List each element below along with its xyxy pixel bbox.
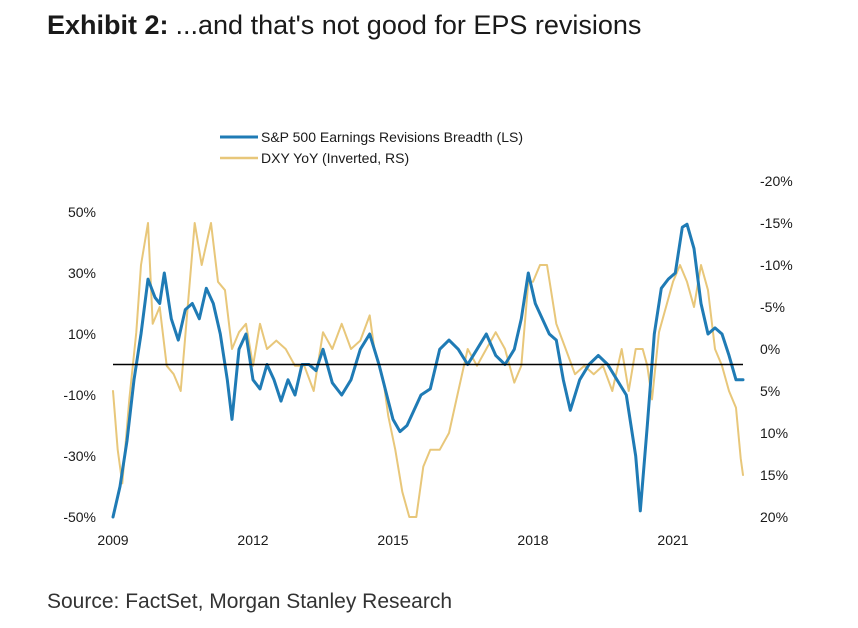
left-axis-tick-label: -50% [63, 509, 96, 525]
right-axis-tick-label: 15% [760, 467, 788, 483]
source-note: Source: FactSet, Morgan Stanley Research [47, 590, 453, 613]
x-axis-tick-label: 2018 [517, 532, 548, 548]
right-axis-tick-label: 5% [760, 383, 780, 399]
x-axis-tick-label: 2015 [377, 532, 408, 548]
breadth-series-line [111, 222, 745, 519]
left-axis-tick-label: 50% [68, 204, 96, 220]
x-axis: 2009 2012 2015 2018 2021 [97, 532, 688, 548]
left-axis-tick-label: 30% [68, 265, 96, 281]
left-axis-tick-label: 10% [68, 326, 96, 342]
left-axis-tick-label: -30% [63, 448, 96, 464]
dxy-series-line [112, 222, 744, 518]
right-axis-tick-label: 0% [760, 341, 780, 357]
x-axis-tick-label: 2012 [237, 532, 268, 548]
left-axis: 50% 30% 10% -10% -30% -50% [63, 204, 96, 525]
x-axis-tick-label: 2009 [97, 532, 128, 548]
right-axis-tick-label: -5% [760, 299, 785, 315]
legend-label: S&P 500 Earnings Revisions Breadth (LS) [261, 129, 523, 145]
right-axis-tick-label: -10% [760, 257, 793, 273]
title-text: ...and that's not good for EPS revisions [175, 10, 642, 40]
title-exhibit-label: Exhibit 2: [47, 10, 169, 40]
legend-label: DXY YoY (Inverted, RS) [261, 150, 409, 166]
legend: S&P 500 Earnings Revisions Breadth (LS) D… [220, 129, 523, 166]
legend-item-dxy: DXY YoY (Inverted, RS) [220, 150, 409, 166]
right-axis-tick-label: 20% [760, 509, 788, 525]
right-axis-tick-label: -20% [760, 173, 793, 189]
chart-title: Exhibit 2: ...and that's not good for EPS… [47, 10, 641, 41]
right-axis: -20% -15% -10% -5% 0% 5% 10% 15% 20% [760, 173, 793, 525]
left-axis-tick-label: -10% [63, 387, 96, 403]
series-layer [111, 222, 745, 519]
x-axis-tick-label: 2021 [657, 532, 688, 548]
legend-item-breadth: S&P 500 Earnings Revisions Breadth (LS) [220, 129, 523, 145]
right-axis-tick-label: -15% [760, 215, 793, 231]
right-axis-tick-label: 10% [760, 425, 788, 441]
